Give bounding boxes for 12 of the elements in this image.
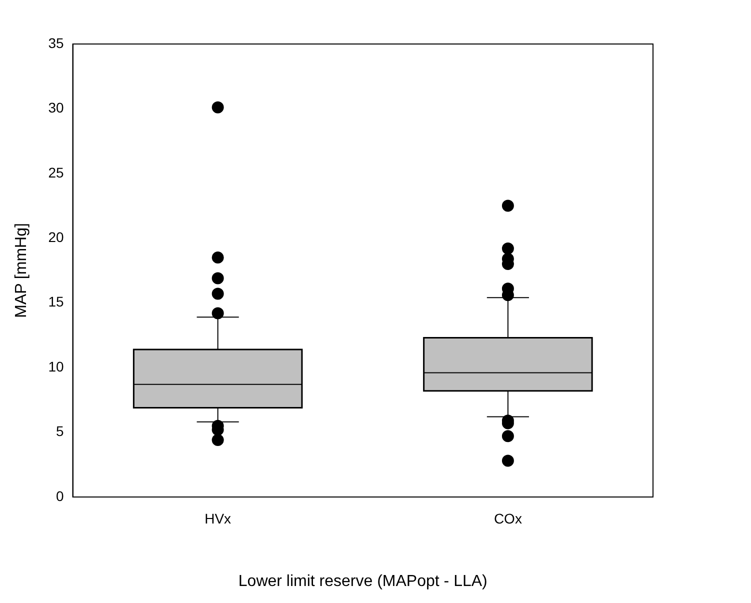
- y-tick-label: 20: [48, 229, 64, 245]
- y-tick-label: 15: [48, 294, 64, 310]
- y-tick-label: 35: [48, 34, 64, 51]
- y-tick-label: 30: [48, 100, 64, 116]
- y-tick-label: 5: [56, 423, 64, 440]
- y-axis-title: MAP [mmHg]: [13, 223, 30, 318]
- y-tick-label: 10: [48, 358, 64, 374]
- x-axis-title: Lower limit reserve (MAPopt - LLA): [238, 572, 488, 590]
- y-tick-label: 0: [56, 488, 64, 504]
- x-tick-label: HVx: [204, 510, 232, 526]
- y-tick-label: 25: [48, 164, 64, 180]
- x-tick-label: COx: [494, 510, 522, 526]
